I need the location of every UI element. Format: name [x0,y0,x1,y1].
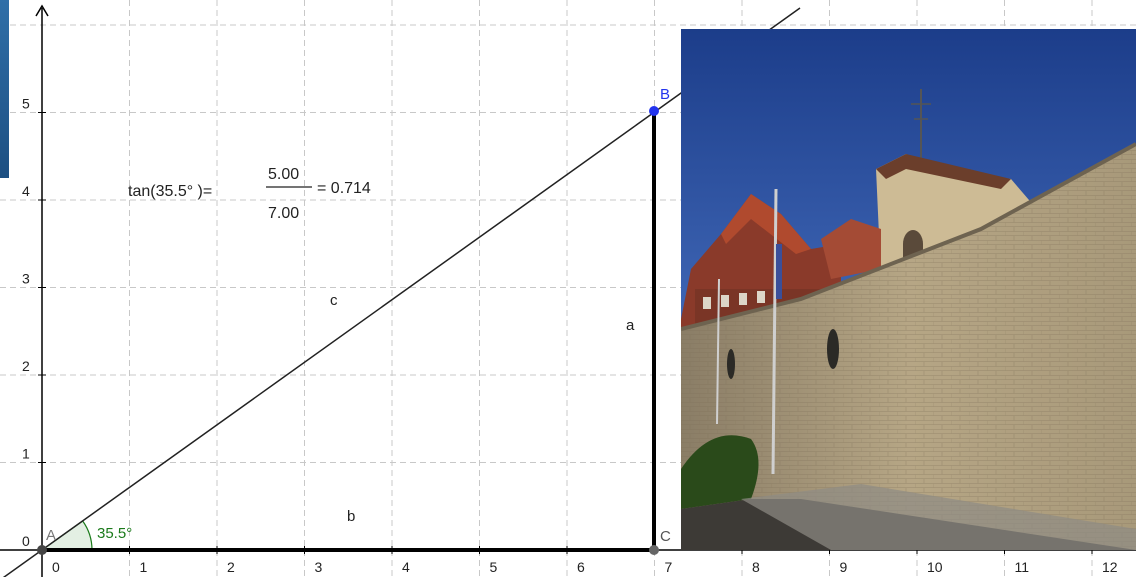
point-b[interactable] [649,106,659,116]
x-tick-label: 12 [1102,559,1118,575]
x-tick-label: 3 [315,559,323,575]
photo-image [681,29,1136,550]
point-b-label: B [660,86,670,103]
x-tick-label: 7 [665,559,673,575]
x-tick-label: 6 [577,559,585,575]
tan-formula[interactable]: tan(35.5° )= 5.00 7.00 = 0.714 [128,166,371,222]
y-tick-label: 3 [22,271,30,287]
x-tick-label: 4 [402,559,410,575]
formula-numerator: 5.00 [268,166,299,183]
x-tick-label: 0 [52,559,60,575]
point-c-label: C [660,528,671,545]
x-tick-label: 2 [227,559,235,575]
y-tick-label: 0 [22,533,30,549]
line-c[interactable] [0,7,801,577]
y-tick-label: 4 [22,183,30,199]
y-axis-arrow [35,4,49,17]
formula-lhs: tan(35.5° )= [128,183,212,200]
y-tick-label: 1 [22,446,30,462]
point-a-label: A [46,527,56,544]
side-b-label: b [347,508,355,525]
x-tick-label: 9 [840,559,848,575]
x-tick-label: 10 [927,559,943,575]
x-tick-label: 5 [490,559,498,575]
overlay-photo [681,29,1136,550]
x-tick-label: 1 [140,559,148,575]
y-tick-label: 5 [22,96,30,112]
angle-label: 35.5° [97,525,132,542]
formula-denominator: 7.00 [268,205,299,222]
x-tick-label: 11 [1015,559,1030,575]
x-axis-ticks: 0 1 2 3 4 5 6 7 8 9 10 11 12 [41,546,1118,575]
formula-result: = 0.714 [317,180,371,197]
side-c-label: c [330,292,338,309]
point-c[interactable] [649,545,659,555]
point-a[interactable] [37,545,47,555]
x-tick-label: 8 [752,559,760,575]
y-tick-label: 2 [22,358,30,374]
sidebar-tab[interactable] [0,0,9,178]
side-a-label: a [626,317,635,334]
